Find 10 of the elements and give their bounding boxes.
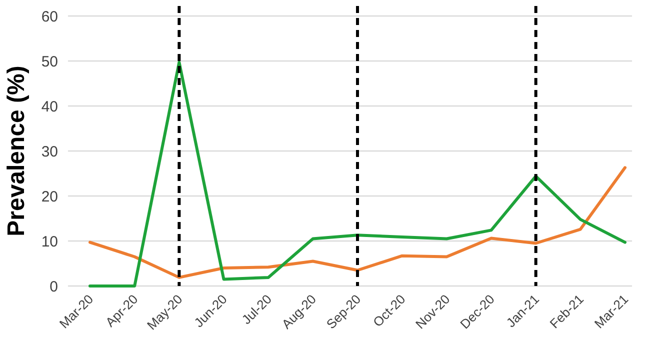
- y-tick-label: 40: [41, 98, 58, 116]
- y-tick-label: 50: [41, 53, 58, 70]
- y-tick-label: 30: [41, 143, 58, 160]
- y-tick-label: 60: [41, 8, 58, 26]
- line-series: [88, 60, 626, 288]
- y-tick-label: 20: [41, 188, 58, 206]
- y-tick-label: 0: [50, 278, 58, 296]
- line-series: [88, 166, 626, 279]
- y-tick-label: 10: [41, 233, 58, 250]
- y-axis-title: Prevalence (%): [3, 66, 30, 236]
